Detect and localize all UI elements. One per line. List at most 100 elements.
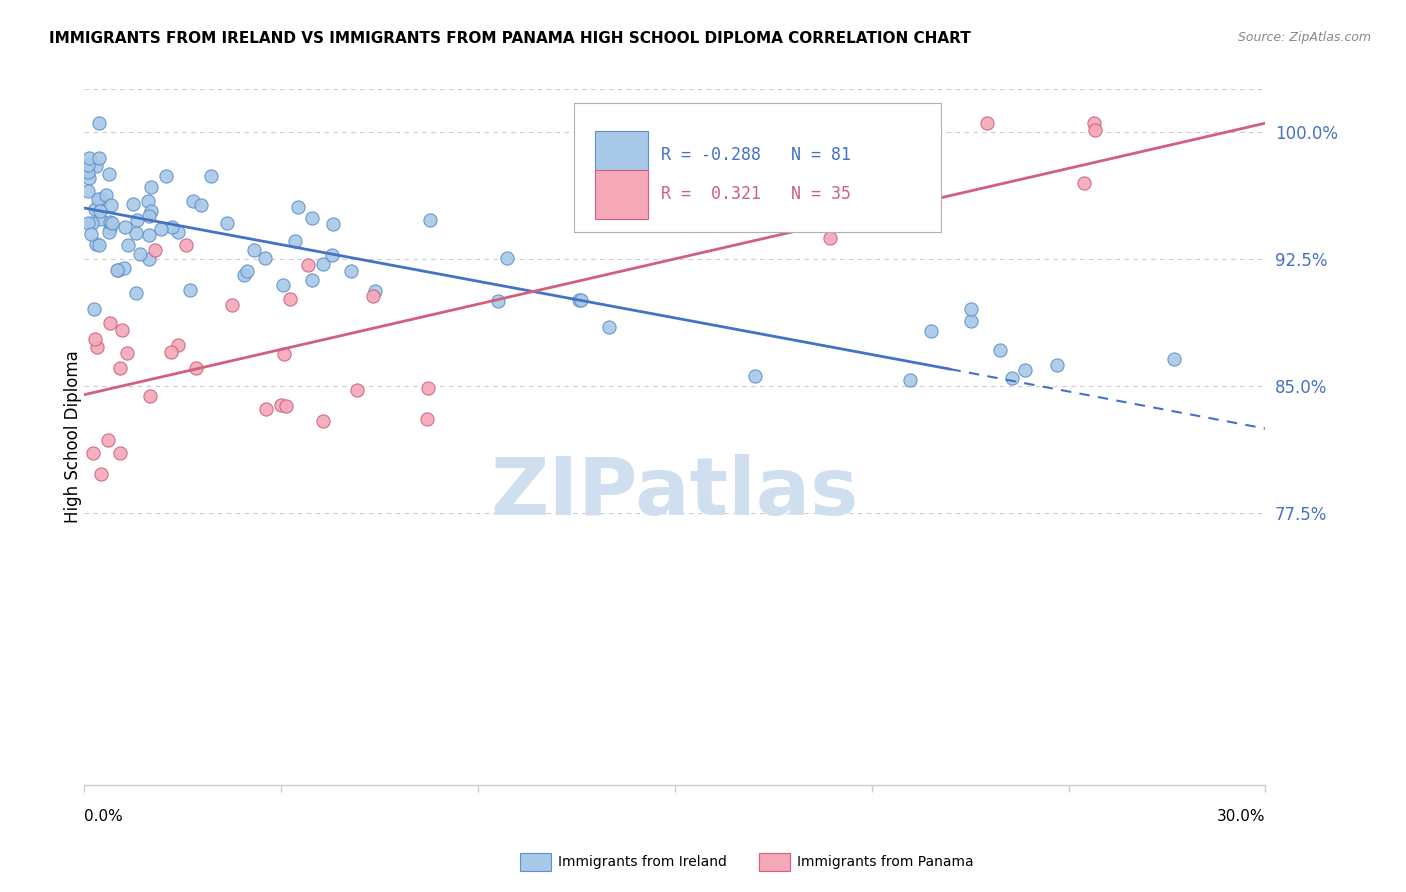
Point — [1073, 176, 1095, 190]
Point — [243, 244, 266, 258]
Point — [419, 213, 441, 227]
Point — [1083, 116, 1105, 130]
Point — [117, 238, 139, 252]
Point — [84, 202, 107, 217]
Point — [274, 399, 297, 413]
Point — [77, 217, 100, 231]
Text: Source: ZipAtlas.com: Source: ZipAtlas.com — [1237, 31, 1371, 45]
Point — [110, 360, 132, 375]
Point — [77, 165, 100, 179]
Point — [97, 226, 120, 240]
Point — [87, 151, 110, 165]
Point — [100, 198, 122, 212]
Point — [97, 434, 120, 448]
Point — [361, 289, 384, 303]
Point — [416, 411, 439, 425]
Point — [86, 192, 108, 206]
Point — [86, 159, 108, 173]
Point — [160, 220, 183, 235]
Point — [190, 197, 212, 211]
Point — [221, 298, 243, 312]
Point — [287, 200, 309, 214]
Point — [139, 203, 162, 218]
Point — [87, 238, 110, 252]
Point — [1163, 352, 1185, 367]
Point — [322, 218, 344, 232]
Point — [416, 381, 439, 395]
Point — [138, 252, 160, 266]
Point — [129, 246, 152, 260]
Point — [124, 227, 146, 241]
Point — [138, 209, 160, 223]
Point — [568, 293, 591, 308]
Point — [976, 116, 998, 130]
Point — [236, 264, 259, 278]
Point — [86, 236, 108, 251]
Text: Immigrants from Ireland: Immigrants from Ireland — [558, 855, 727, 869]
Y-axis label: High School Diploma: High School Diploma — [65, 351, 82, 524]
Point — [254, 401, 277, 416]
Point — [90, 192, 112, 206]
Point — [321, 248, 343, 262]
Point — [83, 301, 105, 316]
Point — [110, 323, 132, 337]
Point — [851, 166, 873, 180]
Point — [1014, 363, 1036, 377]
Point — [121, 197, 143, 211]
Point — [138, 389, 160, 403]
Point — [1001, 371, 1024, 385]
Point — [297, 258, 319, 272]
Point — [114, 261, 136, 276]
Point — [898, 373, 921, 387]
Point — [271, 278, 294, 293]
Point — [155, 169, 177, 183]
Point — [77, 170, 100, 185]
Point — [496, 251, 519, 265]
Point — [340, 264, 363, 278]
Point — [107, 263, 129, 277]
Point — [98, 220, 121, 235]
Point — [312, 257, 335, 271]
Point — [89, 211, 111, 226]
Point — [138, 228, 160, 243]
Point — [77, 184, 100, 198]
Point — [346, 383, 368, 397]
Point — [301, 211, 323, 225]
Point — [97, 167, 120, 181]
Point — [1046, 358, 1069, 372]
Point — [87, 116, 110, 130]
Point — [80, 227, 103, 241]
Point — [988, 343, 1011, 357]
Text: 0.0%: 0.0% — [84, 809, 124, 823]
Point — [105, 262, 128, 277]
Text: R = -0.288   N = 81: R = -0.288 N = 81 — [661, 146, 851, 164]
Point — [820, 231, 842, 245]
Text: 30.0%: 30.0% — [1218, 809, 1265, 823]
Point — [273, 347, 295, 361]
Point — [1084, 122, 1107, 136]
Text: Immigrants from Panama: Immigrants from Panama — [797, 855, 974, 869]
Point — [364, 284, 387, 298]
Point — [150, 221, 173, 235]
Point — [110, 445, 132, 459]
Point — [179, 283, 201, 297]
Point — [312, 413, 335, 427]
Point — [80, 216, 103, 230]
FancyBboxPatch shape — [595, 131, 648, 179]
Text: ZIPatlas: ZIPatlas — [491, 454, 859, 532]
Point — [278, 292, 301, 306]
Point — [125, 213, 148, 227]
Point — [101, 216, 124, 230]
Point — [141, 179, 163, 194]
Point — [89, 203, 111, 218]
Point — [183, 194, 205, 208]
Point — [136, 194, 159, 208]
Point — [920, 324, 942, 338]
Point — [83, 332, 105, 346]
Point — [284, 234, 307, 248]
Point — [114, 219, 136, 234]
Point — [233, 268, 256, 282]
Point — [77, 151, 100, 165]
Point — [98, 316, 121, 330]
Point — [82, 446, 104, 460]
